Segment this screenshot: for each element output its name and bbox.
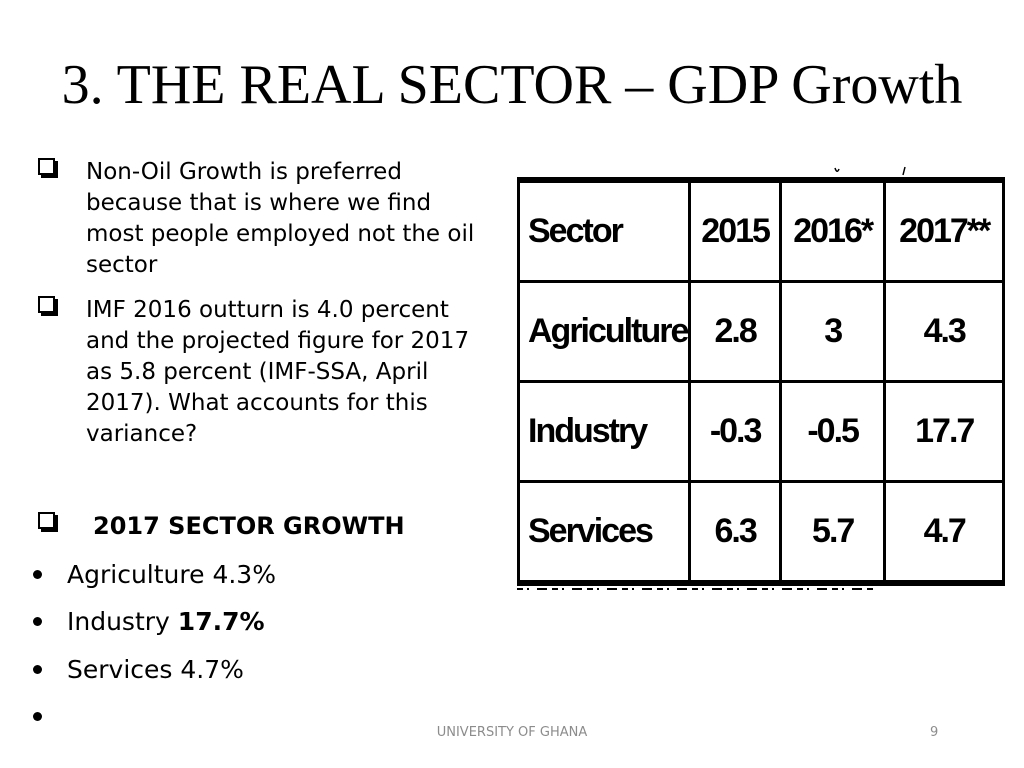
table-header-cell: Sector [516, 177, 692, 283]
checkbox-bullet-icon [38, 158, 55, 175]
table-cell: 6.3 [688, 480, 782, 586]
bullet-industry: Industry 17.7% [67, 606, 265, 638]
bullet-services: Services 4.7% [67, 654, 244, 686]
table-header-cell: 2016* [778, 177, 887, 283]
bullet-dot-icon [33, 712, 42, 721]
sector-growth-table-image: Sector 2015 2016* 2017** Agriculture 2.8… [516, 177, 1005, 586]
bullet-label: Agriculture [67, 560, 205, 589]
table-header-cell: 2015 [688, 177, 782, 283]
page-number: 9 [930, 725, 939, 740]
table-row: Services 6.3 5.7 4.7 [516, 480, 1005, 586]
bullet-value: 17.7% [177, 607, 265, 636]
bullet-value: 4.7% [180, 655, 244, 684]
table-cell: -0.3 [688, 380, 782, 483]
table-cell: Services [516, 480, 692, 586]
table-cell: 2.8 [688, 280, 782, 383]
table-header-row: Sector 2015 2016* 2017** [516, 177, 1005, 283]
checkbox-bullet-icon [38, 296, 55, 313]
bullet-dot-icon [33, 570, 42, 579]
footer-organization: UNIVERSITY OF GHANA [436, 725, 588, 740]
bullet-label: Services [67, 655, 173, 684]
table-row: Industry -0.3 -0.5 17.7 [516, 380, 1005, 483]
table-header-cell: 2017** [883, 177, 1005, 283]
table-cell: 4.7 [883, 480, 1005, 586]
table-cell: -0.5 [778, 380, 887, 483]
cropped-text-fragment [834, 166, 906, 176]
sector-growth-table: Sector 2015 2016* 2017** Agriculture 2.8… [516, 177, 1005, 586]
table-cell: 3 [778, 280, 887, 383]
bullet-dot-icon [33, 665, 42, 674]
bullet-dot-icon [33, 617, 42, 626]
paragraph-non-oil: Non-Oil Growth is preferred because that… [86, 159, 475, 278]
cropped-source-fragment [517, 588, 877, 590]
slide-title: 3. THE REAL SECTOR – GDP Growth [61, 54, 963, 116]
table-cell: Agriculture [516, 280, 692, 383]
bullet-value: 4.3% [212, 560, 276, 589]
table-cell: Industry [516, 380, 692, 483]
table-row: Agriculture 2.8 3 4.3 [516, 280, 1005, 383]
table-cell: 5.7 [778, 480, 887, 586]
table-cell: 17.7 [883, 380, 1005, 483]
bullet-label: Industry [67, 607, 170, 636]
sector-growth-heading: 2017 SECTOR GROWTH [93, 512, 405, 540]
paragraph-imf: IMF 2016 outturn is 4.0 percent and the … [86, 297, 470, 447]
bullet-agriculture: Agriculture 4.3% [67, 559, 276, 591]
table-cell: 4.3 [883, 280, 1005, 383]
checkbox-bullet-icon [38, 512, 55, 529]
